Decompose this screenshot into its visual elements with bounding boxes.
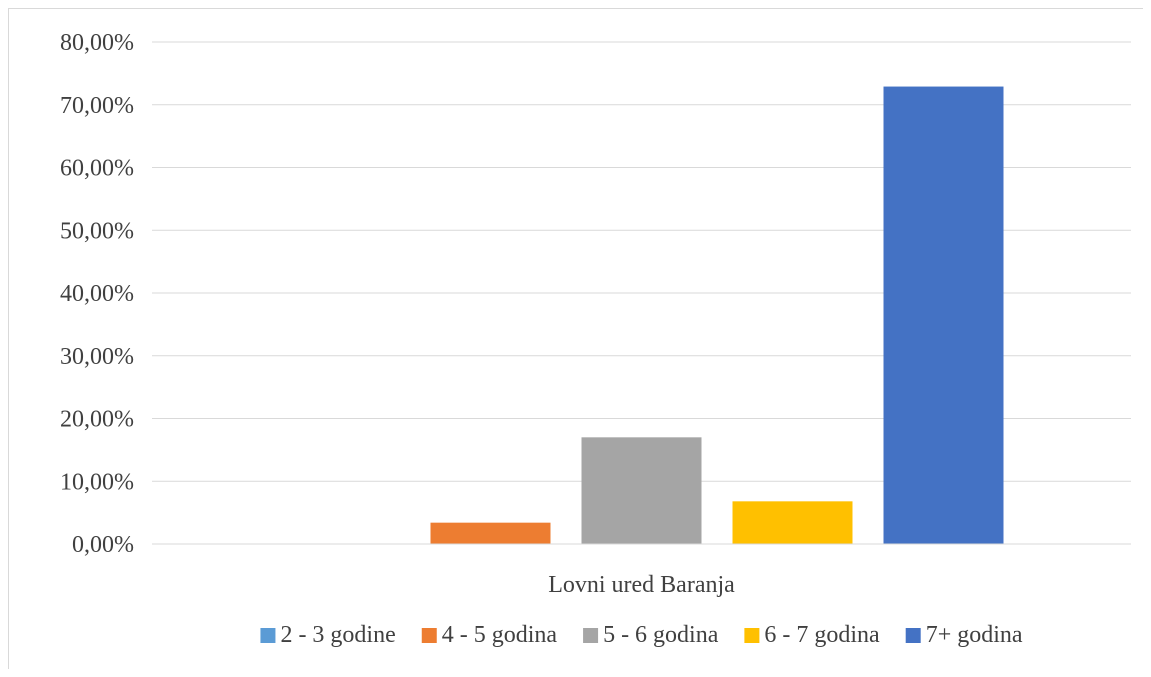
y-tick-label: 60,00%	[60, 156, 134, 182]
y-axis-tick-labels: 0,00% 10,00% 20,00% 30,00% 40,00% 50,00% 60,00…	[60, 30, 134, 558]
legend-swatch	[905, 628, 921, 643]
y-tick-label: 30,00%	[60, 344, 134, 370]
bars	[430, 86, 1004, 545]
legend-item-5: 7+ godina	[905, 622, 1023, 648]
legend-label: 7+ godina	[926, 622, 1023, 648]
legend-label: 5 - 6 godina	[603, 622, 719, 648]
legend-swatch	[744, 628, 760, 643]
y-tick-label: 50,00%	[60, 218, 134, 244]
legend-item-4: 6 - 7 godina	[744, 622, 880, 648]
bar-3	[581, 437, 702, 544]
legend-swatch	[421, 628, 437, 643]
bar-5	[883, 86, 1004, 545]
legend: 2 - 3 godine 4 - 5 godina 5 - 6 godina 6 - …	[260, 622, 1023, 648]
bar-4	[732, 501, 853, 544]
legend-swatch	[260, 628, 276, 643]
category-label: Lovni ured Baranja	[548, 572, 735, 598]
bar-2	[430, 522, 551, 544]
legend-label: 2 - 3 godine	[280, 622, 395, 648]
legend-item-1: 2 - 3 godine	[260, 622, 396, 648]
y-tick-label: 20,00%	[60, 407, 134, 433]
legend-label: 4 - 5 godina	[442, 622, 558, 648]
y-tick-label: 70,00%	[60, 93, 134, 119]
y-tick-label: 0,00%	[72, 532, 134, 558]
y-tick-label: 40,00%	[60, 281, 134, 307]
legend-swatch	[583, 628, 599, 643]
legend-item-3: 5 - 6 godina	[583, 622, 719, 648]
legend-item-2: 4 - 5 godina	[421, 622, 558, 648]
legend-label: 6 - 7 godina	[764, 622, 880, 648]
y-tick-label: 10,00%	[60, 469, 134, 495]
y-tick-label: 80,00%	[60, 30, 134, 56]
